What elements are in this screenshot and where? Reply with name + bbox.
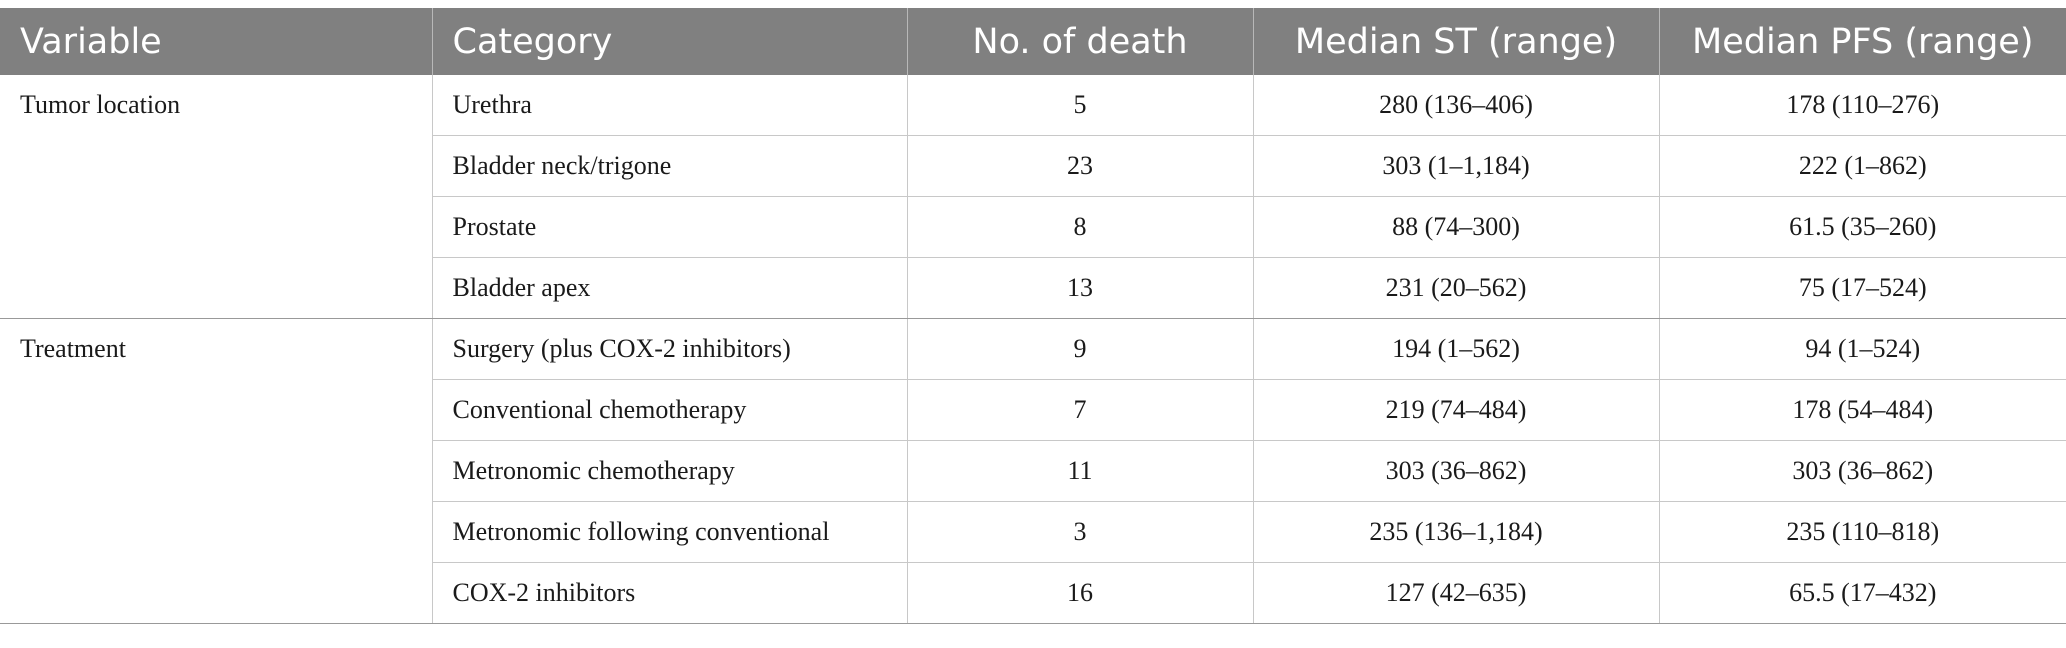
median-pfs-cell: 303 (36–862) xyxy=(1658,440,2066,502)
median-pfs-cell: 178 (54–484) xyxy=(1658,379,2066,441)
header-category: Category xyxy=(431,8,907,75)
table-row: Metronomic chemotherapy 11 303 (36–862) … xyxy=(0,440,2066,502)
table-row: Bladder apex 13 231 (20–562) 75 (17–524) xyxy=(0,257,2066,319)
deaths-cell: 7 xyxy=(906,379,1253,441)
median-st-cell: 219 (74–484) xyxy=(1252,379,1659,441)
table-row: Treatment Surgery (plus COX-2 inhibitors… xyxy=(0,318,2066,624)
table-row: Bladder neck/trigone 23 303 (1–1,184) 22… xyxy=(0,135,2066,197)
deaths-cell: 3 xyxy=(906,501,1253,563)
category-cell: Metronomic following conventional xyxy=(431,501,907,563)
category-cell: Conventional chemotherapy xyxy=(431,379,907,441)
header-median-st: Median ST (range) xyxy=(1252,8,1659,75)
deaths-cell: 13 xyxy=(906,257,1253,319)
median-st-cell: 303 (36–862) xyxy=(1252,440,1659,502)
table-header: Variable Category No. of death Median ST… xyxy=(0,8,2066,75)
median-st-cell: 303 (1–1,184) xyxy=(1252,135,1659,197)
table-row: Conventional chemotherapy 7 219 (74–484)… xyxy=(0,379,2066,441)
variable-cell-treatment: Treatment xyxy=(0,318,432,624)
header-no-of-death: No. of death xyxy=(906,8,1253,75)
category-cell: Prostate xyxy=(431,196,907,258)
category-cell: Urethra xyxy=(431,75,907,136)
median-st-cell: 194 (1–562) xyxy=(1252,318,1659,380)
table-body: Tumor location Urethra 5 280 (136–406) 1… xyxy=(0,75,2066,624)
deaths-cell: 11 xyxy=(906,440,1253,502)
median-pfs-cell: 75 (17–524) xyxy=(1658,257,2066,319)
category-cell: Bladder apex xyxy=(431,257,907,319)
variable-cell-tumor-location: Tumor location xyxy=(0,75,432,319)
median-pfs-cell: 222 (1–862) xyxy=(1658,135,2066,197)
category-cell: COX-2 inhibitors xyxy=(431,562,907,624)
deaths-cell: 8 xyxy=(906,196,1253,258)
table-row: Prostate 8 88 (74–300) 61.5 (35–260) xyxy=(0,196,2066,258)
deaths-cell: 5 xyxy=(906,75,1253,136)
table-row: Metronomic following conventional 3 235 … xyxy=(0,501,2066,563)
category-cell: Surgery (plus COX-2 inhibitors) xyxy=(431,318,907,380)
header-row: Variable Category No. of death Median ST… xyxy=(0,8,2066,75)
median-st-cell: 231 (20–562) xyxy=(1252,257,1659,319)
deaths-cell: 23 xyxy=(906,135,1253,197)
survival-table: Variable Category No. of death Median ST… xyxy=(0,8,2066,624)
category-cell: Bladder neck/trigone xyxy=(431,135,907,197)
median-pfs-cell: 235 (110–818) xyxy=(1658,501,2066,563)
table-row: Tumor location Urethra 5 280 (136–406) 1… xyxy=(0,75,2066,319)
median-pfs-cell: 178 (110–276) xyxy=(1658,75,2066,136)
median-pfs-cell: 65.5 (17–432) xyxy=(1658,562,2066,624)
header-median-pfs: Median PFS (range) xyxy=(1658,8,2066,75)
median-pfs-cell: 61.5 (35–260) xyxy=(1658,196,2066,258)
median-st-cell: 127 (42–635) xyxy=(1252,562,1659,624)
median-pfs-cell: 94 (1–524) xyxy=(1658,318,2066,380)
median-st-cell: 88 (74–300) xyxy=(1252,196,1659,258)
survival-table-container: Variable Category No. of death Median ST… xyxy=(0,8,2066,624)
table-row: COX-2 inhibitors 16 127 (42–635) 65.5 (1… xyxy=(0,562,2066,624)
header-variable: Variable xyxy=(0,8,432,75)
deaths-cell: 16 xyxy=(906,562,1253,624)
deaths-cell: 9 xyxy=(906,318,1253,380)
category-cell: Metronomic chemotherapy xyxy=(431,440,907,502)
median-st-cell: 280 (136–406) xyxy=(1252,75,1659,136)
median-st-cell: 235 (136–1,184) xyxy=(1252,501,1659,563)
